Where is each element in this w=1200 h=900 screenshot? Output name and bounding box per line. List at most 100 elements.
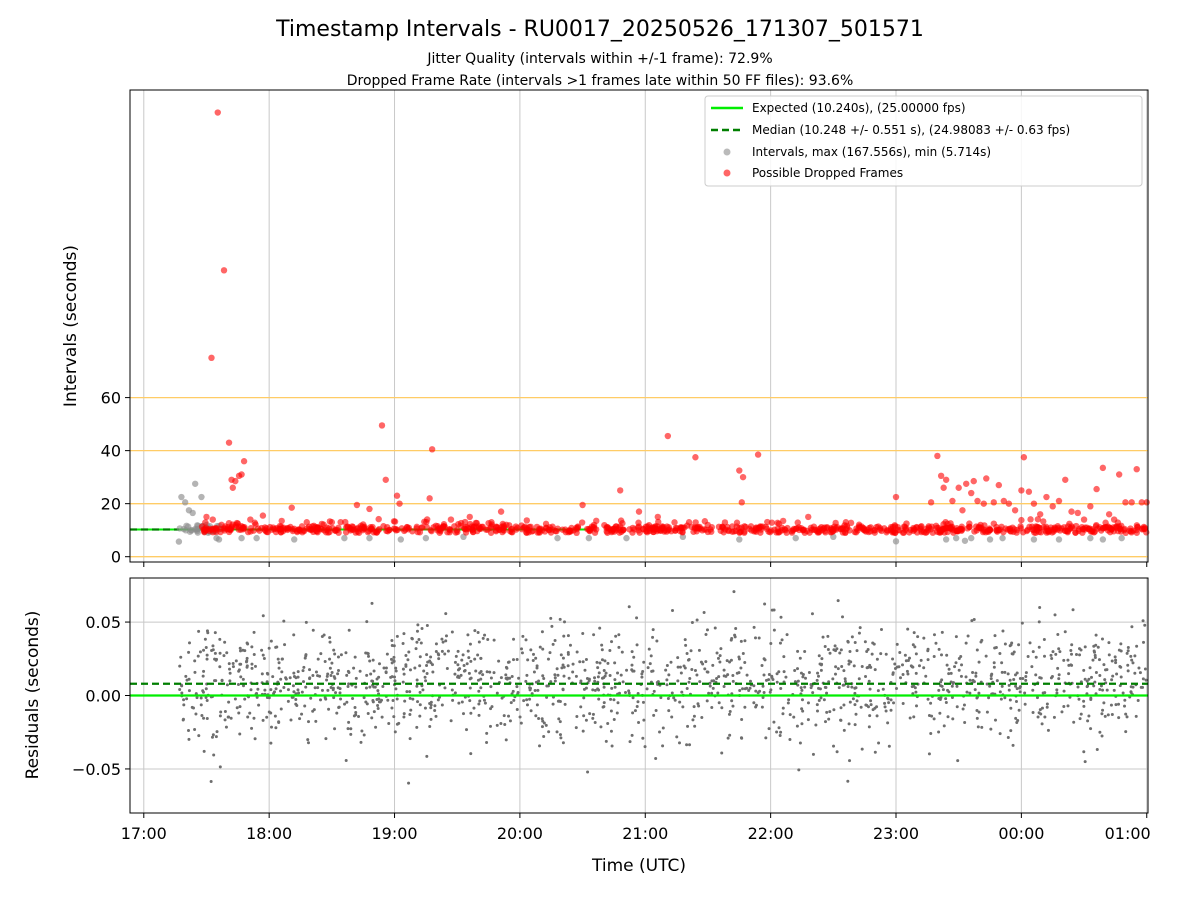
residual-point-256 <box>219 710 223 714</box>
residual-point-1185 <box>710 679 714 683</box>
residual-point-1305 <box>193 659 197 663</box>
residual-point-998 <box>201 689 205 693</box>
residual-point-348 <box>815 709 819 713</box>
residual-point-696 <box>676 665 680 669</box>
residual-point-1315 <box>504 665 508 669</box>
residual-point-132 <box>255 695 259 699</box>
residual-point-687 <box>434 642 438 646</box>
residual-point-697 <box>612 698 616 702</box>
residual-point-850 <box>691 718 695 722</box>
residual-point-1060 <box>1089 675 1093 679</box>
dropped-frame-points <box>198 109 1150 537</box>
residual-point-445 <box>551 642 555 646</box>
dropped-band-point-882 <box>590 521 598 529</box>
residual-point-685 <box>857 677 861 681</box>
residual-point-1532 <box>733 633 737 637</box>
residual-point-838 <box>1126 645 1130 649</box>
residual-point-1115 <box>926 658 930 662</box>
dropped-band-point-770 <box>1018 516 1025 524</box>
residual-point-542 <box>261 614 265 618</box>
residual-point-612 <box>279 689 283 693</box>
residual-point-1 <box>932 654 936 658</box>
residual-point-1327 <box>528 688 532 692</box>
residual-point-1483 <box>728 660 732 664</box>
residual-point-759 <box>418 690 422 694</box>
residual-point-970 <box>912 715 916 719</box>
dropped-band-point-354 <box>701 518 709 525</box>
residual-point-1262 <box>804 676 808 680</box>
residual-point-441 <box>690 621 694 625</box>
residual-point-1516 <box>334 691 338 695</box>
residual-point-83 <box>336 669 340 673</box>
residual-point-1246 <box>407 650 411 654</box>
residual-point-1069 <box>1133 654 1137 658</box>
residual-point-295 <box>531 652 535 656</box>
interval-point-19 <box>623 534 630 542</box>
residual-point-1257 <box>365 620 369 624</box>
residual-point-605 <box>612 718 616 722</box>
dropped-point-15 <box>259 512 267 519</box>
dropped-point-8 <box>238 471 245 478</box>
residual-point-491 <box>1021 677 1025 681</box>
interval-point-22 <box>792 534 799 542</box>
residual-point-91 <box>647 647 651 651</box>
residual-point-890 <box>640 672 644 676</box>
residual-point-1533 <box>395 722 399 726</box>
residual-point-1375 <box>214 735 218 739</box>
x-tick-label-1: 18:00 <box>246 824 292 843</box>
interval-point-30 <box>999 534 1006 542</box>
residual-point-604 <box>238 649 242 653</box>
residual-point-1325 <box>211 733 215 737</box>
residuals-y-ticks: 0.050.00−0.05 <box>72 613 130 779</box>
residual-point-1298 <box>752 684 756 688</box>
residual-point-805 <box>368 659 372 663</box>
residual-point-211 <box>476 653 480 657</box>
residual-point-343 <box>301 669 305 673</box>
residual-point-1596 <box>418 655 422 659</box>
dropped-band-point-863 <box>335 524 342 532</box>
residual-point-641 <box>566 652 570 656</box>
residual-point-744 <box>796 683 800 687</box>
dropped-band-point-816 <box>944 520 951 528</box>
residual-point-296 <box>233 697 237 701</box>
residual-point-1308 <box>1141 685 1145 689</box>
residual-point-728 <box>886 696 890 700</box>
residual-point-573 <box>184 674 188 678</box>
dropped-band-point-856 <box>671 519 678 526</box>
residual-point-617 <box>462 663 466 667</box>
dropped-band-point-888 <box>847 519 855 527</box>
residual-point-57 <box>698 680 702 684</box>
residual-point-168 <box>955 684 959 688</box>
residual-point-428 <box>414 647 418 651</box>
legend-expected-label: Expected (10.240s), (25.00000 fps) <box>752 101 966 115</box>
residual-point-544 <box>1094 633 1098 637</box>
residual-point-569 <box>1017 643 1021 647</box>
residual-point-1275 <box>344 759 348 763</box>
residual-point-769 <box>311 628 315 632</box>
dropped-point-0 <box>214 109 221 116</box>
residual-point-442 <box>1099 684 1103 688</box>
dropped-band-point-840 <box>436 529 443 536</box>
residual-point-672 <box>815 678 819 682</box>
dropped-band-point-85 <box>578 519 586 526</box>
residual-point-1086 <box>300 712 304 716</box>
residual-point-978 <box>635 704 639 708</box>
residual-point-204 <box>422 669 426 673</box>
residual-point-931 <box>245 659 249 663</box>
dropped-band-point-859 <box>390 525 398 532</box>
dropped-band-point-883 <box>702 526 710 533</box>
dropped-band-point-899 <box>679 524 687 531</box>
residual-point-1198 <box>490 705 494 709</box>
residual-point-626 <box>479 686 483 690</box>
residual-point-119 <box>512 658 516 662</box>
residual-point-1494 <box>682 664 686 668</box>
residual-point-1474 <box>602 705 606 709</box>
residual-point-962 <box>466 633 470 637</box>
residual-point-1497 <box>800 707 804 711</box>
residual-point-1197 <box>253 737 257 741</box>
residual-point-402 <box>402 632 406 636</box>
residual-points <box>178 590 1148 785</box>
residual-point-716 <box>187 689 191 693</box>
residual-point-1010 <box>265 680 269 684</box>
dropped-band-point-896 <box>1138 526 1146 533</box>
